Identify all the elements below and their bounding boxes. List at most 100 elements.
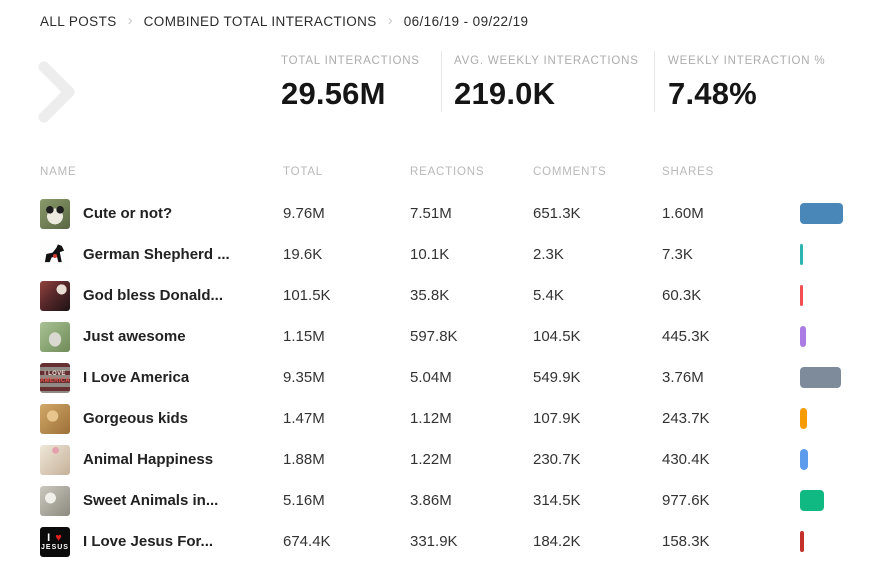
interaction-bar [800, 449, 808, 470]
table-row[interactable]: I ♥ JESUS I Love Jesus For... 674.4K 331.9K 1… [0, 521, 880, 562]
page-name-cell[interactable]: I ♥ JESUS I Love Jesus For... [40, 526, 283, 557]
bar-cell [800, 203, 880, 224]
avatar-text-line: I ♥ [47, 531, 63, 544]
page-name-cell[interactable]: Gorgeous kids [40, 403, 283, 434]
cell-comments: 549.9K [533, 369, 581, 386]
cell-reactions: 1.22M [410, 451, 452, 468]
avatar-text-line: I LOVE [44, 370, 66, 377]
page-name-cell[interactable]: Sweet Animals in... [40, 485, 283, 516]
cell-shares: 60.3K [662, 287, 702, 304]
table-row[interactable]: German Shepherd ... 19.6K 10.1K 2.3K 7.3K [0, 234, 880, 275]
avatar: I LOVE AMERICA [40, 362, 70, 393]
bar-cell [800, 408, 880, 429]
cell-comments: 104.5K [533, 328, 581, 345]
cell-total: 5.16M [283, 492, 325, 509]
bar-cell [800, 531, 880, 552]
cell-comments: 107.9K [533, 410, 581, 427]
cell-comments: 2.3K [533, 246, 564, 263]
page-name-cell[interactable]: Just awesome [40, 321, 283, 352]
column-header-total[interactable]: TOTAL [283, 166, 323, 178]
column-header-reactions[interactable]: REACTIONS [410, 166, 485, 178]
page-name: German Shepherd ... [83, 246, 230, 263]
expand-chevron-icon[interactable] [38, 61, 78, 123]
bar-cell [800, 326, 880, 347]
table-row[interactable]: Gorgeous kids 1.47M 1.12M 107.9K 243.7K [0, 398, 880, 439]
cell-reactions: 35.8K [410, 287, 450, 304]
cell-shares: 3.76M [662, 369, 704, 386]
chevron-right-icon: › [127, 12, 133, 29]
cell-shares: 1.60M [662, 205, 704, 222]
breadcrumb-all-posts[interactable]: ALL POSTS [40, 14, 117, 29]
stat-weekly-interaction-pct: WEEKLY INTERACTION % 7.48% [654, 51, 825, 112]
breadcrumb-date-range[interactable]: 06/16/19 - 09/22/19 [403, 14, 529, 29]
page-name: Sweet Animals in... [83, 492, 219, 509]
bar-cell [800, 490, 880, 511]
stat-label: AVG. WEEKLY INTERACTIONS [454, 55, 639, 67]
cell-total: 1.47M [283, 410, 325, 427]
avatar [40, 485, 70, 516]
avatar [40, 280, 70, 311]
stat-total-interactions: TOTAL INTERACTIONS 29.56M [281, 51, 441, 112]
cell-total: 1.88M [283, 451, 325, 468]
column-header-shares[interactable]: SHARES [662, 166, 715, 178]
avatar [40, 321, 70, 352]
avatar: I ♥ JESUS [40, 526, 70, 557]
avatar [40, 403, 70, 434]
bar-cell [800, 449, 880, 470]
cell-total: 9.35M [283, 369, 325, 386]
interaction-bar [800, 326, 806, 347]
breadcrumb: ALL POSTS › COMBINED TOTAL INTERACTIONS … [0, 0, 880, 29]
table-row[interactable]: God bless Donald... 101.5K 35.8K 5.4K 60.3K [0, 275, 880, 316]
stat-value: 29.56M [281, 76, 386, 111]
cell-total: 101.5K [283, 287, 331, 304]
cell-comments: 184.2K [533, 533, 581, 550]
bar-cell [800, 244, 880, 265]
interaction-bar [800, 244, 803, 265]
avatar-text-line: JESUS [41, 543, 69, 551]
table-row[interactable]: Sweet Animals in... 5.16M 3.86M 314.5K 977.6… [0, 480, 880, 521]
page-name-cell[interactable]: Cute or not? [40, 198, 283, 229]
cell-comments: 314.5K [533, 492, 581, 509]
cell-total: 19.6K [283, 246, 323, 263]
summary-stats: TOTAL INTERACTIONS 29.56M AVG. WEEKLY IN… [281, 51, 880, 112]
cell-shares: 158.3K [662, 533, 710, 550]
table-row[interactable]: Cute or not? 9.76M 7.51M 651.3K 1.60M [0, 193, 880, 234]
page-name: Gorgeous kids [83, 410, 189, 427]
interaction-bar [800, 367, 841, 388]
table-body: Cute or not? 9.76M 7.51M 651.3K 1.60M German … [0, 193, 880, 562]
stats-band: TOTAL INTERACTIONS 29.56M AVG. WEEKLY IN… [0, 51, 880, 141]
cell-total: 9.76M [283, 205, 325, 222]
avatar [40, 239, 70, 270]
page-name: I Love America [83, 369, 190, 386]
column-header-comments[interactable]: COMMENTS [533, 166, 607, 178]
page-name-cell[interactable]: German Shepherd ... [40, 239, 283, 270]
page-name: God bless Donald... [83, 287, 224, 304]
table-row[interactable]: Animal Happiness 1.88M 1.22M 230.7K 430.4K [0, 439, 880, 480]
avatar-text-line: AMERICA [40, 377, 70, 384]
avatar [40, 444, 70, 475]
page-name-cell[interactable]: I LOVE AMERICA I Love America [40, 362, 283, 393]
interaction-bar [800, 203, 843, 224]
interaction-bar [800, 490, 824, 511]
page-name-cell[interactable]: God bless Donald... [40, 280, 283, 311]
bar-cell [800, 285, 880, 306]
cell-total: 674.4K [283, 533, 331, 550]
table-row[interactable]: I LOVE AMERICA I Love America 9.35M 5.04M 549… [0, 357, 880, 398]
cell-shares: 243.7K [662, 410, 710, 427]
chevron-right-icon: › [387, 12, 393, 29]
stat-value: 7.48% [668, 76, 757, 111]
column-header-name[interactable]: NAME [40, 166, 77, 178]
cell-comments: 230.7K [533, 451, 581, 468]
page-name-cell[interactable]: Animal Happiness [40, 444, 283, 475]
page-name: I Love Jesus For... [83, 533, 214, 550]
breadcrumb-combined-total-interactions[interactable]: COMBINED TOTAL INTERACTIONS [143, 14, 377, 29]
cell-reactions: 3.86M [410, 492, 452, 509]
stat-avg-weekly-interactions: AVG. WEEKLY INTERACTIONS 219.0K [441, 51, 654, 112]
page-name: Cute or not? [83, 205, 173, 222]
table-row[interactable]: Just awesome 1.15M 597.8K 104.5K 445.3K [0, 316, 880, 357]
interaction-bar [800, 408, 807, 429]
cell-shares: 977.6K [662, 492, 710, 509]
page-name: Just awesome [83, 328, 186, 345]
cell-comments: 5.4K [533, 287, 564, 304]
heart-icon: ♥ [55, 531, 63, 544]
